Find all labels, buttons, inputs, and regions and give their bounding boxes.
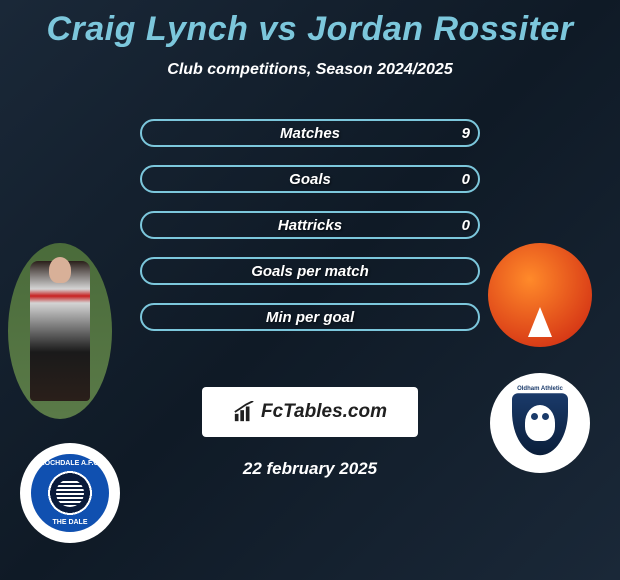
oldham-crest-text: Oldham Athletic (501, 386, 579, 392)
oldham-crest: Oldham Athletic (501, 384, 579, 462)
stat-right-value: 0 (462, 171, 470, 188)
stat-label: Matches (280, 125, 340, 142)
stat-right-value: 9 (462, 125, 470, 142)
subtitle: Club competitions, Season 2024/2025 (167, 61, 452, 79)
player-left-head (49, 257, 71, 283)
stat-label: Hattricks (278, 217, 342, 234)
stat-rows: Matches 9 Goals 0 Hattricks 0 Goals per … (140, 119, 480, 331)
stat-label: Goals per match (251, 263, 369, 280)
rochdale-crest: ROCHDALE A.F.C. THE DALE (31, 454, 109, 532)
stat-row-hattricks: Hattricks 0 (140, 211, 480, 239)
club-right-crest: Oldham Athletic (490, 373, 590, 473)
player-right-avatar (488, 243, 592, 347)
stat-label: Min per goal (266, 309, 354, 326)
club-left-crest: ROCHDALE A.F.C. THE DALE (20, 443, 120, 543)
stats-area: ROCHDALE A.F.C. THE DALE Oldham Athletic… (0, 119, 620, 331)
page-title: Craig Lynch vs Jordan Rossiter (46, 10, 573, 49)
player-left-avatar (8, 243, 112, 419)
stat-right-value: 0 (462, 217, 470, 234)
infographic-container: Craig Lynch vs Jordan Rossiter Club comp… (0, 0, 620, 580)
stat-row-goals: Goals 0 (140, 165, 480, 193)
branding-box: FcTables.com (202, 387, 418, 437)
branding-text: FcTables.com (261, 401, 387, 423)
chart-icon (233, 401, 255, 423)
player-left-figure (30, 261, 90, 401)
rochdale-crest-text-bottom: THE DALE (33, 519, 107, 526)
owl-icon (525, 405, 555, 441)
stat-row-matches: Matches 9 (140, 119, 480, 147)
date-label: 22 february 2025 (243, 459, 377, 479)
stat-row-min-per-goal: Min per goal (140, 303, 480, 331)
rochdale-crest-text-top: ROCHDALE A.F.C. (33, 460, 107, 467)
stat-label: Goals (289, 171, 331, 188)
stat-row-goals-per-match: Goals per match (140, 257, 480, 285)
